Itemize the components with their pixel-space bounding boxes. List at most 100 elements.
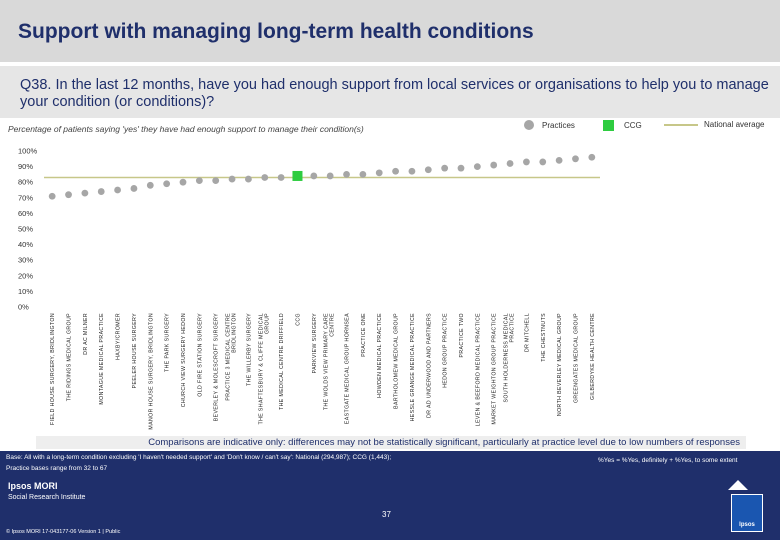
- scatter-chart: 0% 10% 20% 30% 40% 50% 60% 70% 80% 90% 100% FIELD H…: [18, 147, 600, 430]
- category-label-line: HEDON GROUP PRACTICE: [443, 313, 449, 388]
- y-tick-label: 0%: [18, 303, 29, 312]
- practice-point: [48, 192, 56, 200]
- category-label: DR AD UNDERWOOD AND PARTNERS: [426, 313, 432, 418]
- category-label-line: MARKET WEIGHTON GROUP PRACTICE: [492, 313, 498, 425]
- base-line-2: Practice bases range from 32 to 67: [6, 465, 108, 472]
- practice-point: [65, 191, 72, 199]
- category-label-line: PARKVIEW SURGERY: [312, 313, 318, 374]
- category-label-line: PRACTICE ONE: [361, 313, 367, 357]
- category-label-line: THE WOLDS VIEW PRIMARY CARE: [324, 313, 330, 410]
- legend-national-label: National average: [704, 120, 765, 129]
- ipsos-brand-logo: Ipsos: [731, 494, 763, 532]
- practice-point: [179, 178, 187, 186]
- practice-point: [245, 175, 252, 183]
- page-number: 37: [382, 510, 391, 519]
- category-label-line: DR MITCHELL: [524, 313, 530, 352]
- category-label: BEVERLEY & MOLESCROFT SURGERY: [214, 313, 220, 421]
- practice-point: [457, 164, 465, 172]
- footnote: Comparisons are indicative only: differe…: [36, 436, 746, 449]
- category-label: CHURCH VIEW SURGERY HEDON: [181, 313, 187, 407]
- category-label: MONTAGUE MEDICAL PRACTICE: [99, 313, 105, 405]
- category-label: PRACTICE TWO: [459, 313, 465, 357]
- y-tick-label: 20%: [18, 271, 33, 280]
- practice-point: [261, 174, 269, 181]
- legend-practices: Practices: [524, 120, 575, 130]
- category-label-line: BEVERLEY & MOLESCROFT SURGERY: [214, 313, 220, 421]
- category-label-line: PRACTICE: [510, 313, 516, 343]
- practice-point: [473, 163, 481, 170]
- category-label: HOWDEN MEDICAL PRACTICE: [377, 313, 383, 398]
- category-label-line: BARTHOLOMEW MEDICAL GROUP: [394, 313, 400, 409]
- y-tick-label: 90%: [18, 162, 33, 171]
- category-label: HEDON GROUP PRACTICE: [443, 313, 449, 388]
- page-title: Support with managing long-term health c…: [18, 20, 534, 43]
- practice-point: [277, 174, 285, 181]
- category-label: EASTGATE MEDICAL GROUP HORNSEA: [345, 313, 351, 424]
- category-label-line: FIELD HOUSE SURGERY, BRIDLINGTON: [50, 313, 56, 425]
- practice-point: [555, 156, 563, 164]
- category-label-line: THE SHAFTESBURY & CLIFFE MEDICAL: [258, 313, 264, 424]
- practice-point: [130, 185, 138, 192]
- category-label-line: GREENGATES MEDICAL GROUP: [573, 313, 579, 403]
- category-label: FIELD HOUSE SURGERY, BRIDLINGTON: [50, 313, 56, 425]
- category-label: THE SHAFTESBURY & CLIFFE MEDICALGROUP: [258, 313, 270, 425]
- category-label: THE RIDINGS MEDICAL GROUP: [67, 313, 73, 401]
- category-label: HESSLE GRANGE MEDICAL PRACTICE: [410, 313, 416, 422]
- practice-point: [588, 153, 596, 161]
- base-note: Base: All with a long-term condition exc…: [6, 452, 486, 474]
- category-label-line: DR AD UNDERWOOD AND PARTNERS: [426, 313, 432, 418]
- category-label-line: HAXBY/CROMER: [116, 313, 122, 360]
- copyright: © Ipsos MORI 17-043177-06 Version 1 | Pu…: [6, 529, 121, 535]
- ccg-marker: [292, 170, 303, 181]
- category-label: MANOR HOUSE SURGERY, BRIDLINGTON: [148, 313, 154, 430]
- y-tick-label: 60%: [18, 209, 33, 218]
- category-label-line: BRIDLINGTON: [232, 313, 238, 353]
- category-label: DR AC MILNER: [83, 313, 89, 355]
- national-line-icon: [664, 123, 698, 126]
- category-label: PRACTICE ONE: [361, 313, 367, 357]
- y-tick-label: 10%: [18, 287, 33, 296]
- practice-point: [343, 171, 350, 178]
- category-label: PEELER HOUSE SURGERY: [132, 313, 138, 389]
- category-label-line: THE RIDINGS MEDICAL GROUP: [67, 313, 73, 401]
- chart-subtitle: Percentage of patients saying 'yes' they…: [8, 124, 364, 134]
- practice-point: [539, 158, 547, 166]
- category-label-line: GILBERDYKE HEALTH CENTRE: [590, 313, 596, 400]
- category-label: PARKVIEW SURGERY: [312, 313, 318, 374]
- category-label-line: PEELER HOUSE SURGERY: [132, 313, 138, 389]
- practice-point: [441, 164, 449, 172]
- category-label: THE MEDICAL CENTRE DRIFFIELD: [279, 313, 285, 410]
- y-tick-label: 40%: [18, 240, 33, 249]
- practice-point: [326, 172, 334, 180]
- question-band: [0, 66, 780, 118]
- category-label-line: MANOR HOUSE SURGERY, BRIDLINGTON: [148, 313, 154, 430]
- practice-point: [392, 167, 399, 175]
- question-text: Q38. In the last 12 months, have you had…: [20, 77, 769, 110]
- yes-definition: %Yes = %Yes, definitely + %Yes, to some …: [598, 457, 738, 464]
- practice-point: [572, 155, 579, 163]
- category-label: DR MITCHELL: [524, 313, 530, 352]
- practice-point: [375, 169, 383, 177]
- logo-subtitle: Social Research Institute: [8, 494, 86, 501]
- category-label-line: OLD FIRE STATION SURGERY: [197, 313, 203, 397]
- category-label: LEVEN & BEEFORD MEDICAL PRACTICE: [475, 313, 481, 426]
- practice-point: [228, 175, 236, 183]
- category-label-line: SOUTH HOLDERNESS MEDICAL: [504, 313, 510, 402]
- category-label-line: HESSLE GRANGE MEDICAL PRACTICE: [410, 313, 416, 422]
- legend-ccg: CCG: [603, 120, 642, 131]
- category-label: THE PARK SURGERY: [165, 313, 171, 372]
- category-label: MARKET WEIGHTON GROUP PRACTICE: [492, 313, 498, 425]
- category-label: THE WILLERBY SURGERY: [246, 313, 252, 386]
- base-line-1: Base: All with a long-term condition exc…: [6, 454, 392, 461]
- legend-practices-label: Practices: [542, 120, 575, 130]
- practice-point: [408, 167, 416, 175]
- y-tick-label: 100%: [18, 147, 38, 156]
- category-label: PRACTICE 3 MEDICAL CENTREBRIDLINGTON: [226, 313, 238, 401]
- category-label-line: CCG: [295, 313, 301, 326]
- category-label: THE WOLDS VIEW PRIMARY CARECENTRE: [324, 313, 336, 410]
- practice-point: [523, 158, 530, 166]
- category-label-line: CHURCH VIEW SURGERY HEDON: [181, 313, 187, 407]
- practice-point: [163, 180, 171, 188]
- category-label-line: THE WILLERBY SURGERY: [246, 313, 252, 386]
- practice-point: [114, 186, 121, 194]
